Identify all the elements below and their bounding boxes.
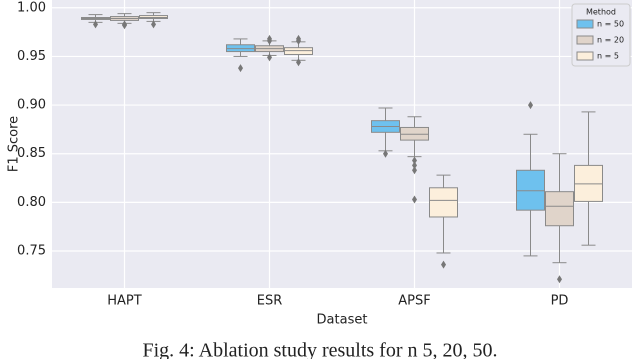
outlier xyxy=(151,20,156,29)
x-axis-label: Dataset xyxy=(317,313,368,328)
outlier xyxy=(412,166,417,175)
outlier xyxy=(412,161,417,170)
box xyxy=(429,187,458,218)
legend-title: Method xyxy=(586,8,616,17)
outlier xyxy=(528,101,533,110)
legend-label: n = 5 xyxy=(597,52,619,61)
box xyxy=(545,191,574,227)
x-tick-label: PD xyxy=(551,294,569,309)
y-tick-label: 1.00 xyxy=(17,0,46,15)
y-tick-label: 0.90 xyxy=(17,98,46,113)
y-axis-label: F1 Score xyxy=(7,116,22,172)
outlier xyxy=(557,275,562,284)
outlier xyxy=(122,20,127,29)
legend-swatch xyxy=(576,51,594,61)
outlier xyxy=(238,64,243,73)
y-tick-label: 0.85 xyxy=(17,146,46,161)
x-tick-label: HAPT xyxy=(107,294,142,309)
y-tick-label: 0.75 xyxy=(17,244,46,259)
outlier xyxy=(267,36,272,45)
y-tick-label: 0.80 xyxy=(17,195,46,210)
outlier xyxy=(383,149,388,158)
outlier xyxy=(296,36,301,45)
caption: Fig. 4: Ablation study results for n 5, … xyxy=(143,340,498,359)
legend-label: n = 20 xyxy=(597,36,624,45)
x-tick-label: APSF xyxy=(398,294,430,309)
x-tick-label: ESR xyxy=(257,294,283,309)
plot-area xyxy=(52,0,632,288)
outlier xyxy=(93,20,98,29)
outlier xyxy=(412,156,417,165)
legend-label: n = 50 xyxy=(597,20,624,29)
legend-swatch xyxy=(576,35,594,45)
legend-swatch xyxy=(576,19,594,29)
outlier xyxy=(441,260,446,269)
y-tick-label: 0.95 xyxy=(17,49,46,64)
outlier xyxy=(267,53,272,62)
outlier xyxy=(412,195,417,204)
outlier xyxy=(296,58,301,67)
